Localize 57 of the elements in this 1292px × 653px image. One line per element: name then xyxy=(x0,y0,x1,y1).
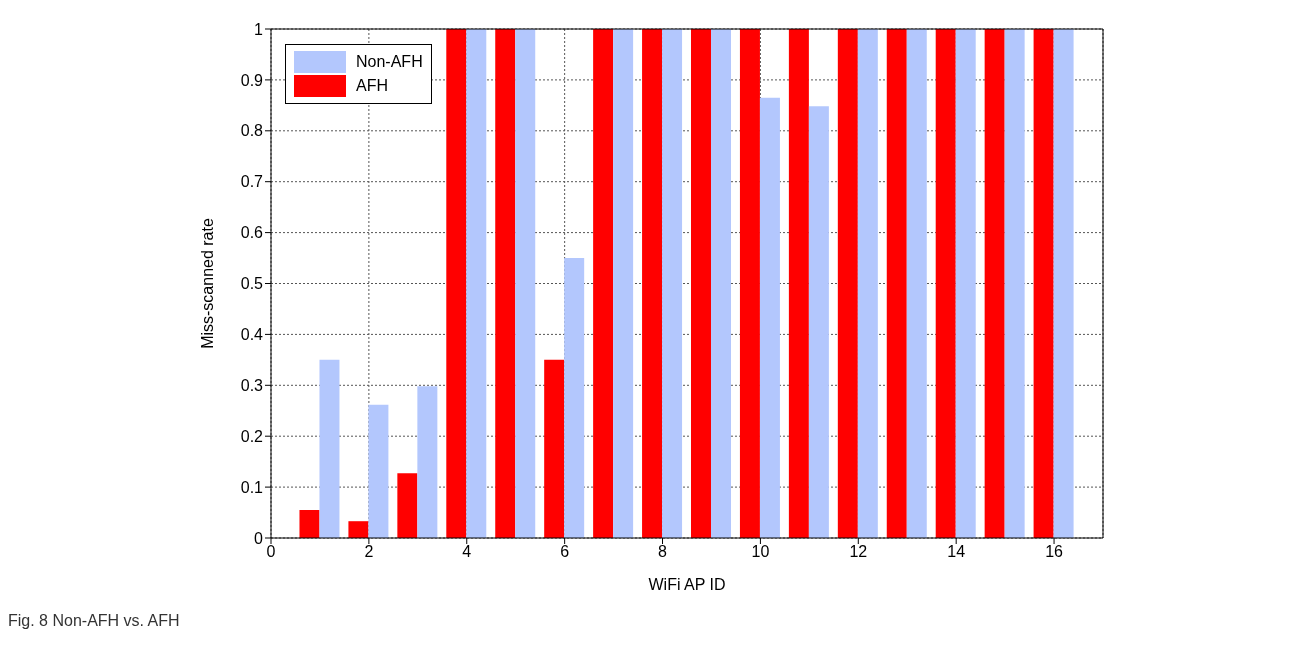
y-axis-title: Miss-scanned rate xyxy=(198,218,216,349)
bar xyxy=(642,29,663,538)
bar xyxy=(1053,29,1074,538)
y-tick-label: 0.3 xyxy=(240,376,264,394)
bar xyxy=(495,29,516,538)
bar xyxy=(857,29,878,538)
bar xyxy=(886,29,907,538)
bar xyxy=(446,29,467,538)
x-tick-label: 14 xyxy=(947,543,966,561)
bar xyxy=(837,29,858,538)
x-axis-title: WiFi AP ID xyxy=(648,576,726,593)
y-tick-label: 0.8 xyxy=(240,122,264,140)
bar xyxy=(662,29,683,538)
y-tick-label: 0 xyxy=(254,529,264,547)
x-tick-label: 12 xyxy=(849,543,868,561)
bar xyxy=(593,29,614,538)
bar xyxy=(348,521,369,538)
x-tick-label: 4 xyxy=(462,543,472,561)
y-tick-label: 0.9 xyxy=(240,71,264,89)
bar xyxy=(515,29,536,538)
y-tick-label: 0.6 xyxy=(240,224,264,242)
x-tick-label: 16 xyxy=(1045,543,1064,561)
bar xyxy=(319,359,340,538)
y-tick-label: 0.7 xyxy=(240,173,264,191)
bar xyxy=(759,97,780,538)
x-tick-label: 6 xyxy=(560,543,570,561)
bar xyxy=(397,473,418,538)
legend-label: Non-AFH xyxy=(356,53,423,71)
bar xyxy=(711,29,731,538)
bar xyxy=(984,29,1005,538)
bar xyxy=(1004,29,1025,538)
bar xyxy=(935,29,956,538)
bar xyxy=(739,29,760,538)
bar xyxy=(466,29,487,538)
bar xyxy=(613,29,634,538)
y-tick-label: 0.2 xyxy=(240,427,264,445)
y-tick-label: 0.5 xyxy=(240,275,264,293)
bar xyxy=(955,29,976,538)
legend-label: AFH xyxy=(356,77,388,95)
bar xyxy=(691,29,711,538)
bar xyxy=(564,258,585,538)
bar xyxy=(906,29,927,538)
bar xyxy=(808,106,829,538)
y-tick-label: 0.1 xyxy=(240,478,264,496)
bar xyxy=(544,359,565,538)
x-tick-label: 8 xyxy=(658,543,668,561)
caption: Fig. 8 Non-AFH vs. AFH xyxy=(8,612,181,630)
bar xyxy=(299,510,320,538)
x-tick-label: 0 xyxy=(266,543,276,561)
x-tick-label: 10 xyxy=(751,543,770,561)
y-tick-label: 1 xyxy=(254,20,264,38)
bar xyxy=(1033,29,1054,538)
x-tick-label: 2 xyxy=(364,543,374,561)
y-tick-label: 0.4 xyxy=(240,326,264,344)
bar xyxy=(368,404,389,538)
bar xyxy=(788,29,809,538)
bar xyxy=(417,386,438,538)
